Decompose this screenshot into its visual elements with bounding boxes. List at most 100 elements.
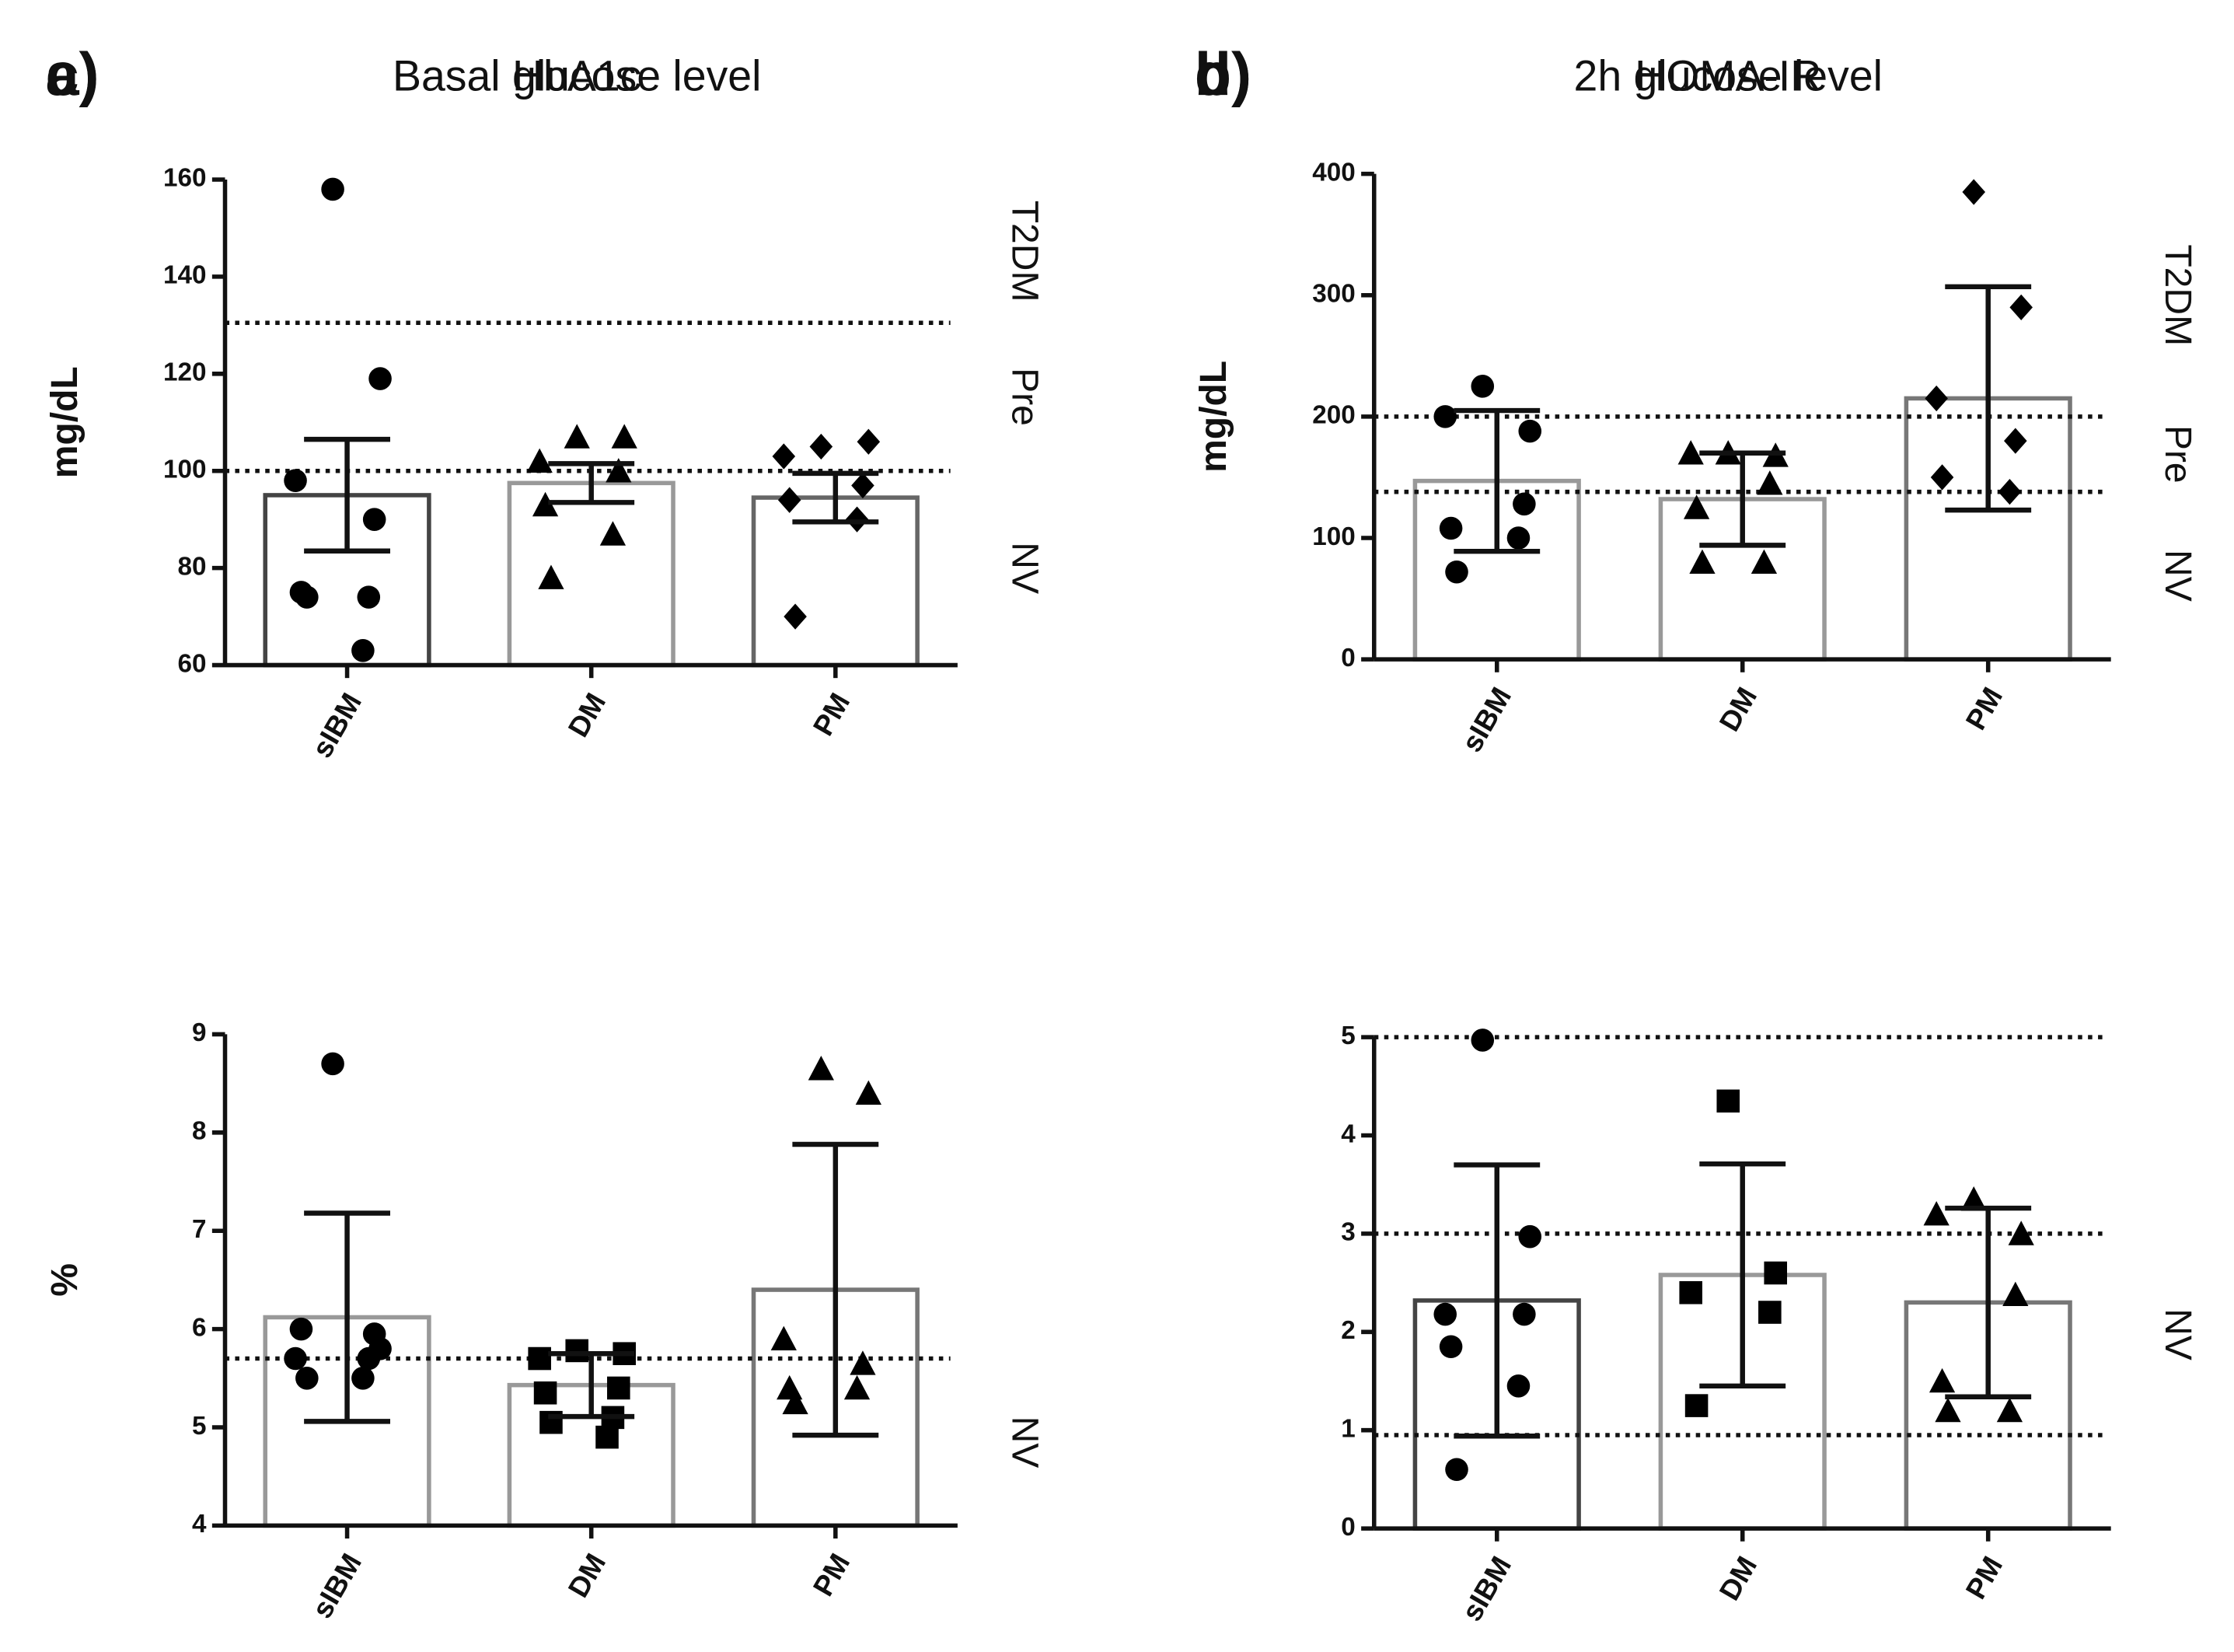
data-point bbox=[809, 433, 833, 460]
data-point bbox=[357, 585, 381, 609]
data-point bbox=[564, 424, 590, 449]
data-point bbox=[1439, 1335, 1463, 1359]
data-point bbox=[850, 1350, 876, 1375]
data-point bbox=[1677, 440, 1704, 465]
y-tick-label: 400 bbox=[1312, 158, 1355, 187]
x-tick-label: sIBM bbox=[1456, 1551, 1518, 1626]
data-point bbox=[1996, 1397, 2023, 1423]
data-point bbox=[851, 472, 874, 499]
data-point bbox=[808, 1056, 834, 1081]
data-point bbox=[772, 443, 796, 470]
data-point bbox=[1679, 1280, 1702, 1304]
region-label: T2DM bbox=[2157, 244, 2198, 346]
panel-label: d) bbox=[1195, 41, 1251, 108]
data-point bbox=[2009, 294, 2033, 320]
data-point bbox=[607, 1376, 630, 1400]
data-point bbox=[295, 585, 319, 609]
chart-title: Basal glucose level bbox=[393, 51, 761, 100]
y-tick-label: 4 bbox=[1341, 1119, 1356, 1148]
data-point bbox=[1683, 494, 1710, 519]
y-axis-label: % bbox=[44, 1263, 86, 1297]
y-tick-label: 7 bbox=[192, 1215, 207, 1244]
y-tick-label: 160 bbox=[163, 164, 206, 193]
bar bbox=[751, 495, 920, 668]
y-tick-label: 8 bbox=[192, 1117, 207, 1146]
data-point bbox=[1471, 1029, 1495, 1052]
x-tick-label: DM bbox=[562, 688, 612, 742]
data-point bbox=[843, 1374, 871, 1400]
data-point bbox=[606, 458, 632, 483]
x-tick-label: sIBM bbox=[305, 1548, 368, 1623]
data-point bbox=[595, 1425, 619, 1449]
data-point bbox=[1758, 1301, 1782, 1324]
data-point bbox=[1684, 1394, 1709, 1417]
data-point bbox=[611, 424, 637, 449]
y-tick-label: 80 bbox=[177, 552, 206, 581]
data-point bbox=[1929, 1367, 1956, 1393]
data-point bbox=[1757, 470, 1783, 495]
data-point bbox=[1960, 1186, 1987, 1211]
data-point bbox=[351, 639, 375, 662]
y-tick-label: 200 bbox=[1312, 401, 1355, 430]
y-tick-label: 300 bbox=[1312, 280, 1355, 309]
x-tick-label: PM bbox=[1960, 682, 2009, 735]
x-tick-label: PM bbox=[1960, 1551, 2009, 1604]
chart-title: HOMA-IR bbox=[1635, 51, 1821, 100]
x-tick-label: DM bbox=[1713, 1551, 1763, 1605]
data-point bbox=[599, 521, 627, 546]
data-point bbox=[533, 1381, 557, 1405]
data-point bbox=[362, 1322, 386, 1346]
x-tick-label: sIBM bbox=[1456, 682, 1518, 757]
data-point bbox=[1513, 492, 1536, 516]
data-point bbox=[1925, 385, 1948, 412]
data-point bbox=[1439, 516, 1463, 540]
data-point bbox=[1764, 1261, 1788, 1285]
y-tick-label: 3 bbox=[1341, 1218, 1356, 1247]
data-point bbox=[1513, 1302, 1536, 1326]
y-tick-label: 0 bbox=[1341, 1513, 1356, 1542]
region-label: NV bbox=[2157, 550, 2198, 602]
data-point bbox=[368, 367, 392, 390]
panel-label: c) bbox=[46, 41, 99, 108]
data-point bbox=[2002, 1281, 2029, 1307]
data-point bbox=[295, 1367, 319, 1390]
region-label: NV bbox=[1004, 542, 1045, 594]
data-point bbox=[1518, 419, 1542, 443]
data-point bbox=[1962, 179, 1986, 205]
y-axis-label: mg/dL bbox=[1193, 361, 1234, 473]
data-point bbox=[1471, 375, 1495, 398]
data-point bbox=[528, 1346, 551, 1371]
y-tick-label: 5 bbox=[192, 1412, 207, 1441]
data-point bbox=[1518, 1224, 1542, 1249]
y-axis-label: mg/dL bbox=[44, 366, 86, 478]
panel-label: b) bbox=[1195, 41, 1251, 108]
data-point bbox=[321, 1052, 344, 1076]
y-tick-label: 5 bbox=[1341, 1022, 1356, 1050]
data-point bbox=[1930, 464, 1954, 491]
data-point bbox=[777, 487, 801, 513]
region-label: NV bbox=[2157, 1308, 2198, 1360]
data-point bbox=[1935, 1397, 1961, 1423]
bar bbox=[507, 480, 675, 668]
y-tick-label: 1 bbox=[1341, 1414, 1356, 1443]
data-point bbox=[782, 1389, 808, 1415]
data-point bbox=[284, 469, 307, 492]
x-tick-label: sIBM bbox=[305, 688, 368, 763]
region-label: Pre bbox=[1004, 368, 1045, 426]
y-tick-label: 120 bbox=[163, 358, 206, 387]
region-label: T2DM bbox=[1004, 201, 1045, 302]
y-tick-label: 0 bbox=[1341, 644, 1356, 672]
data-point bbox=[1445, 1458, 1468, 1482]
y-tick-label: 100 bbox=[163, 455, 206, 484]
x-tick-label: PM bbox=[807, 688, 856, 741]
data-point bbox=[362, 508, 386, 531]
y-tick-label: 60 bbox=[177, 649, 206, 678]
data-point bbox=[321, 177, 344, 201]
data-point bbox=[1751, 549, 1778, 575]
y-tick-label: 4 bbox=[192, 1510, 207, 1538]
data-point bbox=[1506, 526, 1531, 550]
data-point bbox=[1689, 549, 1716, 575]
data-point bbox=[538, 564, 564, 589]
data-point bbox=[1445, 560, 1468, 584]
